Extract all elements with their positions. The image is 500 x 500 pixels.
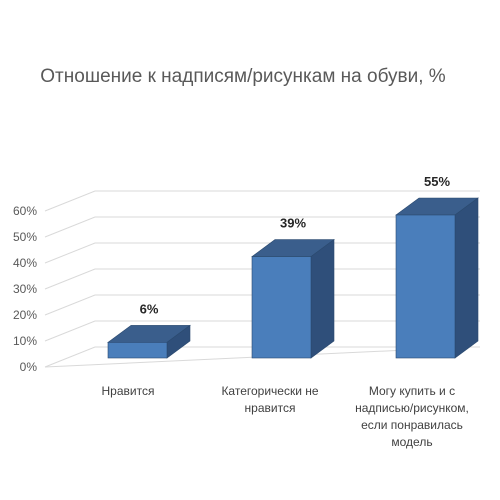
chart-title: Отношение к надписям/рисункам на обуви, … (40, 66, 446, 87)
x-axis: Нравится Категорически не нравится Могу куп… (102, 384, 469, 449)
data-label: 55% (424, 174, 450, 189)
bar-front (251, 256, 312, 359)
bars (107, 197, 479, 359)
gridline (44, 346, 480, 368)
bar (107, 324, 191, 359)
gridline (44, 190, 480, 212)
x-tick-label: Категорически не нравится (221, 384, 318, 415)
data-label: 39% (280, 216, 306, 231)
bar-side (454, 197, 479, 359)
y-tick-label: 50% (13, 230, 37, 244)
gridline (44, 216, 480, 238)
gridline (44, 268, 480, 290)
data-label: 6% (140, 301, 159, 316)
y-tick-label: 0% (20, 360, 38, 374)
x-tick-label: Могу купить и с надписью/рисунком, если по… (355, 384, 469, 449)
data-labels: 6% 39% 55% (140, 174, 451, 316)
grid (44, 190, 480, 368)
y-tick-label: 40% (13, 256, 37, 270)
gridline (44, 242, 480, 264)
gridline (44, 294, 480, 316)
bar (251, 239, 335, 359)
y-tick-label: 10% (13, 334, 37, 348)
bar-side (310, 239, 335, 359)
y-tick-label: 20% (13, 308, 37, 322)
bar-front (395, 214, 456, 359)
x-tick-label: Нравится (102, 384, 155, 398)
y-axis: 0% 10% 20% 30% 40% 50% 60% (13, 204, 37, 374)
y-tick-label: 30% (13, 282, 37, 296)
gridline (44, 320, 480, 342)
y-tick-label: 60% (13, 204, 37, 218)
bar-front (107, 342, 168, 359)
bar (395, 197, 479, 359)
